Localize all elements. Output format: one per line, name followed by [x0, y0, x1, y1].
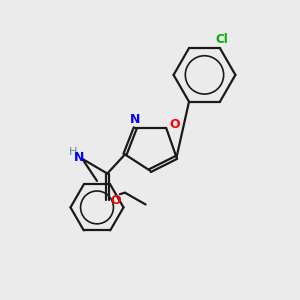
Text: N: N	[130, 113, 140, 126]
Text: N: N	[74, 151, 85, 164]
Text: O: O	[169, 118, 180, 131]
Text: O: O	[110, 194, 121, 207]
Text: Cl: Cl	[215, 33, 228, 46]
Text: H: H	[69, 147, 77, 158]
